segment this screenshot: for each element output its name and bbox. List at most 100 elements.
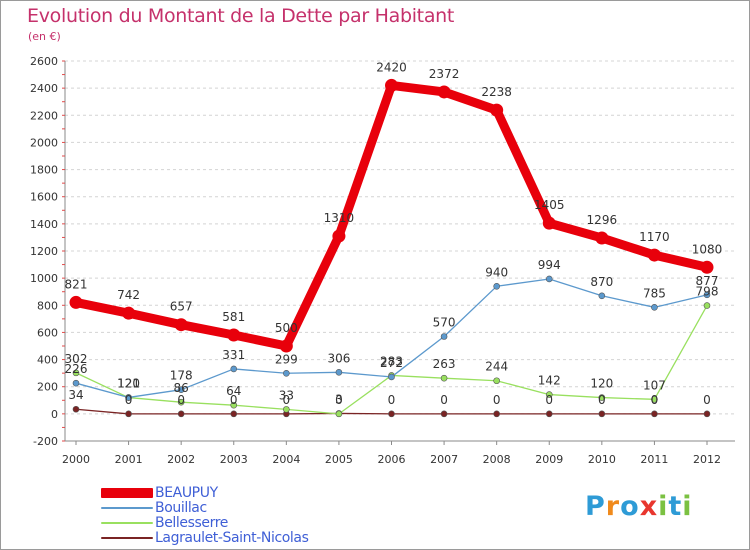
x-tick-label: 2000 [62,453,90,466]
data-point [125,410,132,418]
data-point [598,292,606,300]
data-label: 33 [279,388,294,402]
data-point [388,410,395,418]
logo-letter: r [605,491,621,522]
data-point [385,78,398,92]
x-tick-label: 2010 [588,453,616,466]
data-point [651,304,658,311]
data-label: 3 [335,392,343,406]
y-tick-label: 200 [37,381,58,394]
data-label: 1310 [324,211,355,225]
data-label: 821 [65,277,88,291]
y-tick-label: 400 [37,354,58,367]
data-point [647,248,661,262]
data-point [332,229,346,243]
data-point [700,260,714,274]
data-label: 0 [335,393,343,407]
data-label: 2372 [429,67,460,81]
y-tick-label: -200 [33,435,58,448]
data-label: 0 [545,393,553,407]
data-point [595,231,609,245]
data-label: 0 [598,393,606,407]
y-tick-label: 2000 [30,136,58,149]
data-label: 272 [380,356,403,370]
data-point [440,333,448,340]
logo-letter: P [585,491,606,522]
y-tick-label: 1200 [30,245,58,258]
data-label: 0 [177,393,185,407]
data-label: 86 [174,381,189,395]
legend-item-bellesserre: Bellesserre [101,515,401,531]
data-label: 742 [117,288,140,302]
data-label: 581 [222,310,245,324]
chart-unit-label: (en €) [28,30,61,43]
data-label: 142 [538,374,561,388]
logo-letter: t [668,491,683,522]
data-point [177,386,185,394]
data-label: 121 [117,376,140,390]
data-label: 657 [170,300,193,314]
data-point [72,369,80,377]
data-point [493,377,500,385]
data-label: 0 [230,393,238,407]
data-point [493,282,500,290]
data-label: 0 [388,393,396,407]
data-point [227,328,241,342]
chart-title: Evolution du Montant de la Dette par Hab… [27,5,455,27]
series-beaupuy [69,78,714,353]
data-point [598,410,606,418]
data-label: 994 [538,258,561,272]
data-label: 120 [117,377,140,391]
legend-swatch [101,522,153,524]
legend-swatch [101,488,153,498]
legend-label: Lagraulet-Saint-Nicolas [155,530,309,546]
data-point [703,410,711,418]
data-label: 263 [433,357,456,371]
data-label: 244 [485,360,508,374]
data-point [440,410,448,418]
legend-item-beaupuy: BEAUPUY [101,485,401,501]
data-label: 34 [68,388,83,402]
y-tick-label: 800 [37,299,58,312]
data-label: 2238 [481,85,512,99]
data-point [703,291,711,299]
y-tick-label: 2400 [30,82,58,95]
data-label: 107 [643,378,666,392]
x-tick-label: 2012 [693,453,721,466]
data-point [283,406,290,413]
data-point [440,374,448,382]
data-point [125,394,132,401]
data-label: 0 [283,393,291,407]
data-label: 1296 [587,213,618,227]
x-tick-label: 2011 [640,453,668,466]
data-point [72,405,80,413]
y-tick-label: 1400 [30,218,58,231]
x-tick-label: 2001 [115,453,143,466]
legend-item-lagraulet-saint-nicolas: Lagraulet-Saint-Nicolas [101,530,401,546]
data-label: 226 [65,362,88,376]
y-tick-label: 1800 [30,164,58,177]
x-tick-label: 2005 [325,453,353,466]
data-point [177,410,185,418]
data-point [493,410,500,418]
x-tick-label: 2007 [430,453,458,466]
data-label: 64 [226,384,241,398]
data-label: 798 [696,285,719,299]
data-label: 877 [696,274,719,288]
data-point [230,410,238,418]
data-label: 785 [643,286,666,300]
logo-letter: i [658,491,669,522]
legend-label: Bouillac [155,500,207,516]
logo-letter: o [620,491,640,522]
proxiti-logo: Proxiti [585,491,693,522]
data-point [69,295,83,309]
y-tick-label: 2200 [30,109,58,122]
logo-letter: i [682,491,693,522]
data-point [122,306,136,320]
y-tick-label: 600 [37,326,58,339]
legend-swatch [101,537,153,539]
data-label: 302 [65,352,88,366]
y-tick-label: 0 [51,408,58,421]
legend-swatch [101,507,153,509]
data-label: 0 [703,393,711,407]
